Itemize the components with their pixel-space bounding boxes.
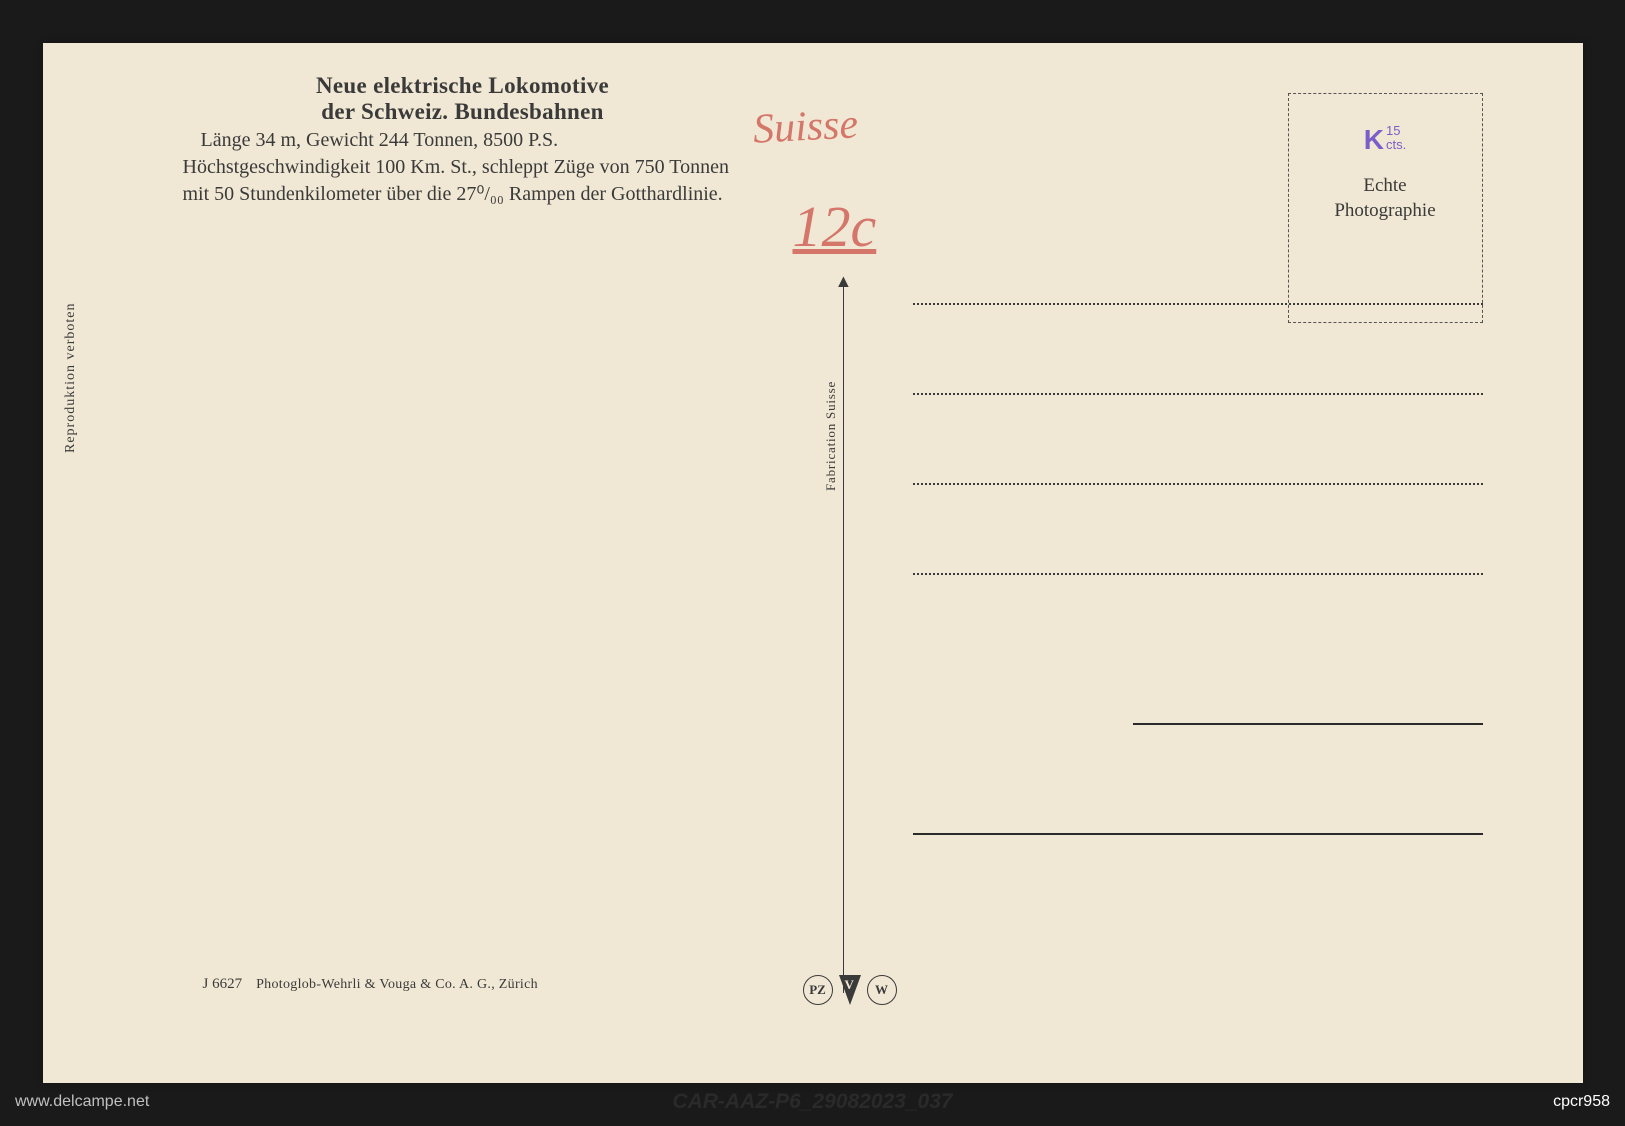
stamp-k-mark: K 15 cts. bbox=[1364, 124, 1406, 156]
title-line-1: Neue elektrische Lokomotive bbox=[183, 73, 743, 99]
handwritten-price: 12c bbox=[793, 193, 877, 260]
stamp-text: Echte Photographie bbox=[1334, 174, 1435, 223]
logo-pz-icon: PZ bbox=[803, 975, 833, 1005]
watermark-right: cpcr958 bbox=[1553, 1093, 1610, 1111]
title-line-2: der Schweiz. Bundesbahnen bbox=[183, 99, 743, 125]
center-divider bbox=[843, 278, 844, 993]
publisher-text: Photoglob-Wehrli & Vouga & Co. A. G., Zü… bbox=[256, 977, 538, 993]
stamp-box: K 15 cts. Echte Photographie bbox=[1288, 93, 1483, 323]
publisher-logos: PZ W bbox=[803, 975, 897, 1005]
catalog-id: J 6627 bbox=[203, 976, 243, 993]
address-line-1 bbox=[913, 303, 1483, 305]
copyright-vertical: Reproduktion verboten bbox=[63, 303, 79, 453]
watermark-left: www.delcampe.net bbox=[15, 1093, 149, 1111]
fabrication-vertical: Fabrication Suisse bbox=[823, 381, 839, 491]
watermark-center: CAR-AAZ-P6_29082023_037 bbox=[672, 1090, 952, 1114]
address-line-3 bbox=[913, 483, 1483, 485]
logo-triangle-icon bbox=[839, 975, 861, 1005]
handwritten-suisse: Suisse bbox=[751, 100, 858, 153]
address-line-4 bbox=[913, 573, 1483, 575]
footer: J 6627 Photoglob-Wehrli & Vouga & Co. A.… bbox=[203, 976, 538, 993]
logo-w-icon: W bbox=[867, 975, 897, 1005]
content-area: Neue elektrische Lokomotive der Schweiz.… bbox=[123, 73, 1523, 1023]
solid-line-short bbox=[1133, 723, 1483, 725]
stamp-k-letter: K bbox=[1364, 124, 1384, 156]
stamp-k-denomination: 15 cts. bbox=[1386, 124, 1406, 153]
solid-line-long bbox=[913, 833, 1483, 835]
address-lines bbox=[913, 303, 1483, 663]
description-text: Länge 34 m, Gewicht 244 Tonnen, 8500 P.S… bbox=[183, 127, 743, 208]
address-line-2 bbox=[913, 393, 1483, 395]
postcard-back: Neue elektrische Lokomotive der Schweiz.… bbox=[43, 43, 1583, 1083]
title-block: Neue elektrische Lokomotive der Schweiz.… bbox=[183, 73, 743, 208]
